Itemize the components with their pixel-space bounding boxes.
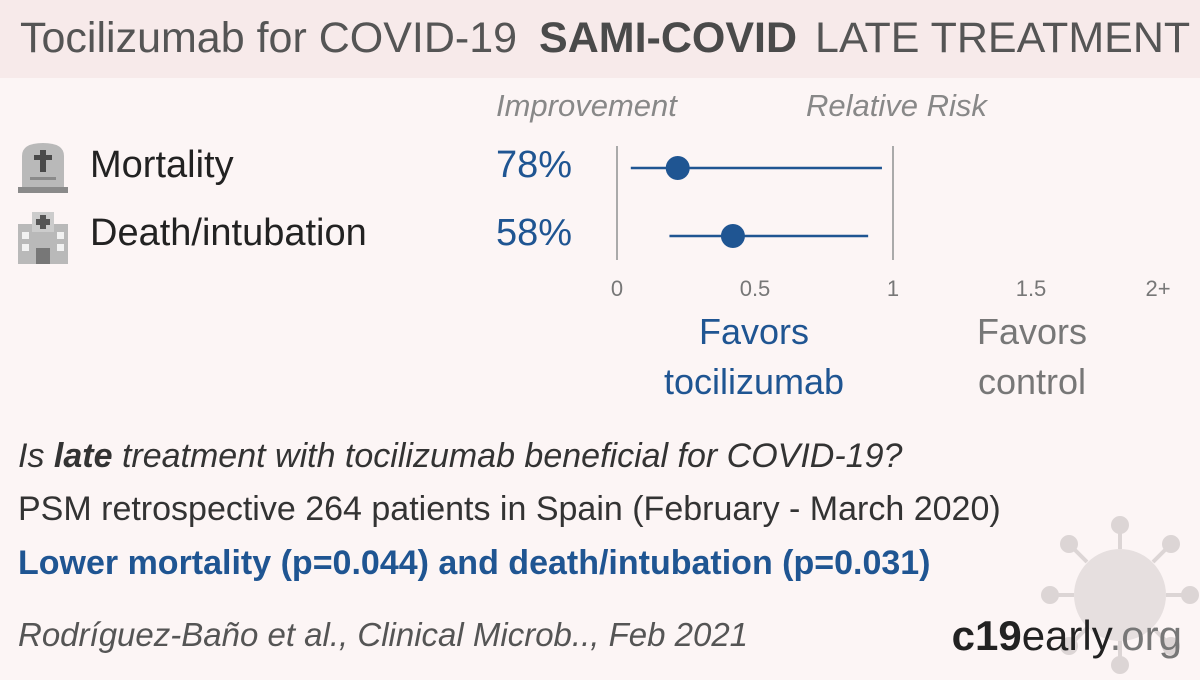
study-design: PSM retrospective 264 patients in Spain … — [18, 490, 1001, 528]
favors-tocilizumab-label: Favors tocilizumab — [654, 307, 854, 407]
brand-logo: c19early.org — [952, 612, 1182, 660]
title-study: SAMI-COVID — [539, 14, 798, 62]
header-bar — [0, 0, 1200, 78]
page-title: Tocilizumab for COVID-19 SAMI-COVID LATE T… — [20, 14, 1190, 63]
improvement-value-mortality: 78% — [496, 144, 573, 186]
study-conclusion: Lower mortality (p=0.044) and death/intu… — [18, 544, 931, 582]
citation: Rodríguez-Baño et al., Clinical Microb..… — [18, 616, 749, 653]
outcome-label-mortality: Mortality — [90, 144, 234, 186]
relative-risk-column-header: Relative Risk — [806, 88, 987, 123]
improvement-value-death-intubation: 58% — [496, 212, 573, 254]
title-drug: Tocilizumab for COVID-19 — [20, 14, 518, 62]
study-question: Is late treatment with tocilizumab benef… — [18, 437, 902, 476]
hospital-icon — [16, 208, 70, 269]
outcome-label-death-intubation: Death/intubation — [90, 212, 367, 254]
tombstone-icon — [16, 140, 70, 199]
favors-right-line2: control — [977, 361, 1087, 402]
improvement-column-header: Improvement — [496, 88, 677, 123]
tick-label-0: 0 — [611, 276, 623, 301]
favors-right-line1: Favors — [976, 311, 1088, 352]
favors-left-line2: tocilizumab — [663, 361, 845, 402]
favors-control-label: Favors control — [958, 307, 1106, 407]
virus-icon — [1040, 515, 1200, 680]
point-estimate-mortality — [665, 156, 690, 180]
title-stage: LATE TREATMENT — [815, 14, 1191, 62]
forest-plot: 0 0.5 1 1.5 2+ — [611, 146, 1171, 301]
tick-label-2: 2+ — [1145, 276, 1170, 301]
question-emphasis: late — [53, 437, 113, 475]
favors-left-line1: Favors — [698, 311, 810, 352]
tick-label-1-5: 1.5 — [1016, 276, 1047, 301]
tick-label-1: 1 — [887, 276, 899, 301]
brand-part1: c19 — [951, 612, 1022, 659]
brand-part2: early — [1021, 612, 1110, 659]
question-post: treatment with tocilizumab beneficial fo… — [112, 437, 903, 475]
brand-part3: .org — [1109, 612, 1182, 659]
tick-label-0-5: 0.5 — [740, 276, 771, 301]
point-estimate-death-intubation — [720, 224, 745, 248]
question-pre: Is — [18, 437, 54, 475]
